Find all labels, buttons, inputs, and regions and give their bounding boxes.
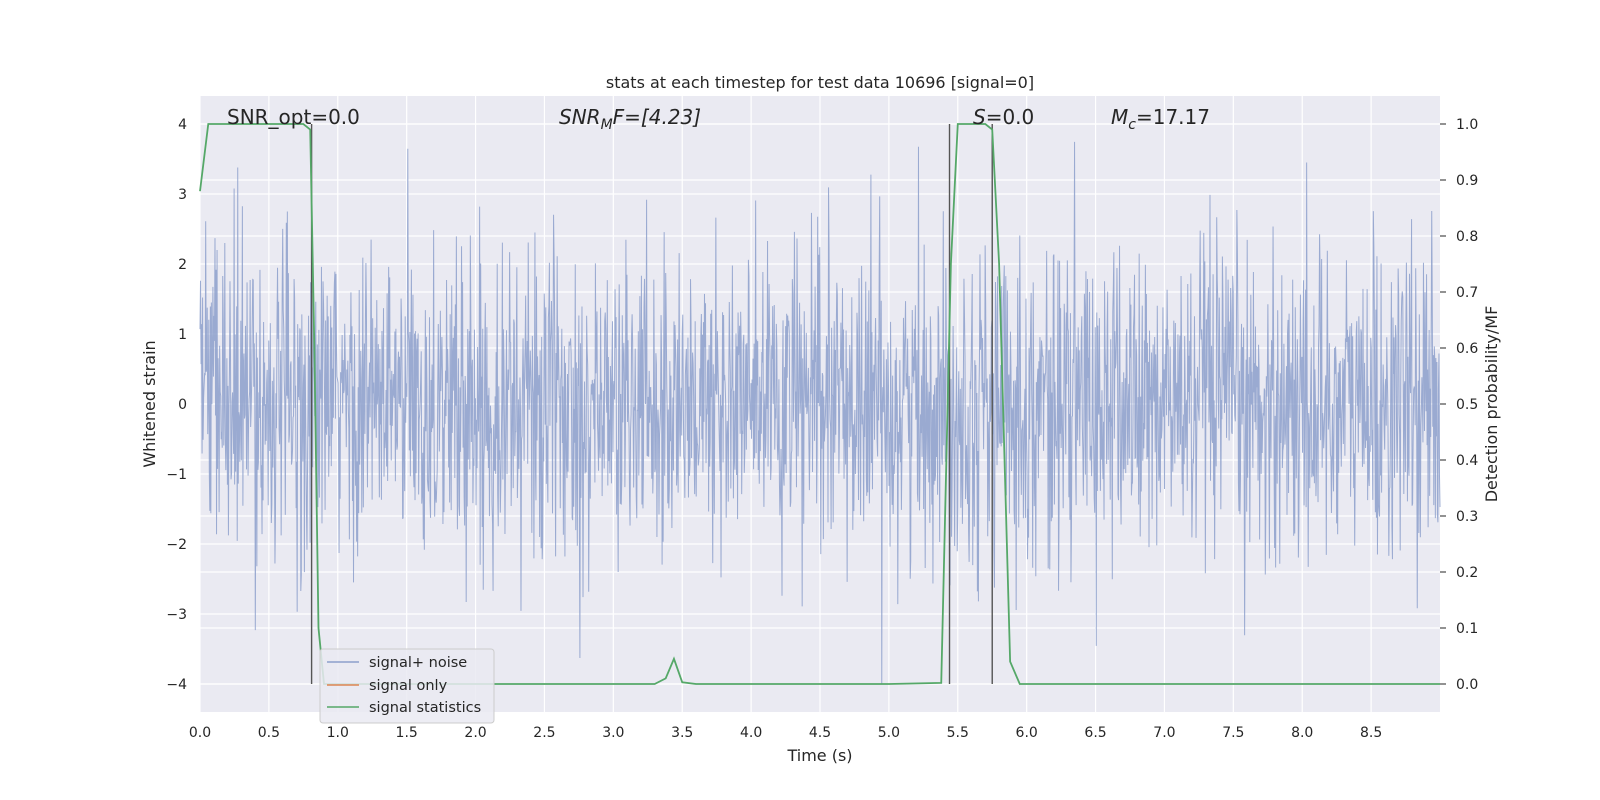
x-tick-label-2: 1.0	[327, 725, 349, 741]
x-tick-label-6: 3.0	[602, 725, 624, 741]
annotation-mc: Mc=17.17	[1111, 105, 1210, 133]
left-y-tick-labels: −4 −3 −2 −1 0 1 2 3 4	[166, 117, 187, 693]
left-y-tick-label-1: −3	[166, 607, 187, 623]
right-y-tick-label-4: 0.4	[1456, 453, 1478, 469]
annotation-s: S=0.0	[973, 105, 1034, 129]
x-tick-label-17: 8.5	[1360, 725, 1382, 741]
x-tick-label-9: 4.5	[809, 725, 831, 741]
annotation-snr-mf: SNRMF=[4.23]	[559, 105, 701, 133]
x-tick-labels: 0.0 0.5 1.0 1.5 2.0 2.5 3.0 3.5 4.0 4.5 5.0 5.5 6.0 6…	[189, 725, 1382, 741]
annotation-s-rest: =0.0	[986, 105, 1035, 129]
left-y-tick-label-4: 0	[178, 397, 187, 413]
noise-series	[199, 141, 1441, 685]
x-tick-label-13: 6.5	[1084, 725, 1106, 741]
right-y-tick-label-6: 0.6	[1456, 341, 1478, 357]
left-y-axis-label: Whitened strain	[140, 340, 159, 467]
x-tick-label-16: 8.0	[1291, 725, 1313, 741]
x-tick-label-0: 0.0	[189, 725, 211, 741]
chart-title: stats at each timestep for test data 106…	[606, 73, 1034, 92]
annotation-snr-mf-rest: F=[4.23]	[613, 105, 701, 129]
right-y-tick-label-9: 0.9	[1456, 173, 1478, 189]
right-y-tick-label-0: 0.0	[1456, 677, 1478, 693]
x-tick-label-7: 3.5	[671, 725, 693, 741]
legend: signal+ noise signal only signal statist…	[319, 648, 495, 724]
legend-box	[319, 648, 495, 724]
annotation-mc-symbol: M	[1111, 105, 1128, 129]
noise-series-line	[199, 141, 1441, 685]
right-y-tick-label-5: 0.5	[1456, 397, 1478, 413]
left-y-tick-label-2: −2	[166, 537, 187, 553]
right-y-tick-label-2: 0.2	[1456, 565, 1478, 581]
left-y-tick-label-3: −1	[166, 467, 187, 483]
left-y-tick-label-0: −4	[166, 677, 187, 693]
legend-label-statistics: signal statistics	[369, 700, 481, 716]
right-y-tick-label-1: 0.1	[1456, 621, 1478, 637]
annotation-snr-opt: SNR_opt=0.0	[227, 105, 360, 129]
right-y-axis-label: Detection probability/MF	[1482, 306, 1501, 503]
annotation-mc-rest: =17.17	[1136, 105, 1210, 129]
legend-label-noise: signal+ noise	[369, 655, 467, 671]
right-y-tick-label-7: 0.7	[1456, 285, 1478, 301]
x-tick-label-11: 5.5	[947, 725, 969, 741]
right-y-tick-labels: 0.0 0.1 0.2 0.3 0.4 0.5 0.6 0.7 0.8 0.9 1.0	[1440, 117, 1478, 693]
x-tick-label-3: 1.5	[396, 725, 418, 741]
annotation-mc-subscript: c	[1128, 117, 1136, 133]
x-axis-label: Time (s)	[786, 746, 852, 765]
signal-statistics-line	[199, 123, 1440, 685]
left-y-tick-label-5: 1	[178, 327, 187, 343]
right-y-tick-label-8: 0.8	[1456, 229, 1478, 245]
x-tick-label-8: 4.0	[740, 725, 762, 741]
legend-label-signal: signal only	[369, 678, 448, 694]
x-tick-label-12: 6.0	[1016, 725, 1038, 741]
x-tick-label-4: 2.0	[464, 725, 486, 741]
left-y-tick-label-6: 2	[178, 257, 187, 273]
x-tick-label-14: 7.0	[1153, 725, 1175, 741]
annotation-s-symbol: S	[973, 105, 986, 129]
left-y-tick-label-8: 4	[178, 117, 187, 133]
annotation-snr-mf-symbol: SNR	[559, 105, 601, 129]
x-tick-label-5: 2.5	[533, 725, 555, 741]
x-tick-label-15: 7.5	[1222, 725, 1244, 741]
right-y-tick-label-10: 1.0	[1456, 117, 1478, 133]
left-y-tick-label-7: 3	[178, 187, 187, 203]
annotation-snr-mf-subscript: M	[601, 117, 613, 133]
x-tick-label-1: 0.5	[258, 725, 280, 741]
signal-statistics-series	[199, 123, 1440, 685]
right-y-tick-label-3: 0.3	[1456, 509, 1478, 525]
x-tick-label-10: 5.0	[878, 725, 900, 741]
